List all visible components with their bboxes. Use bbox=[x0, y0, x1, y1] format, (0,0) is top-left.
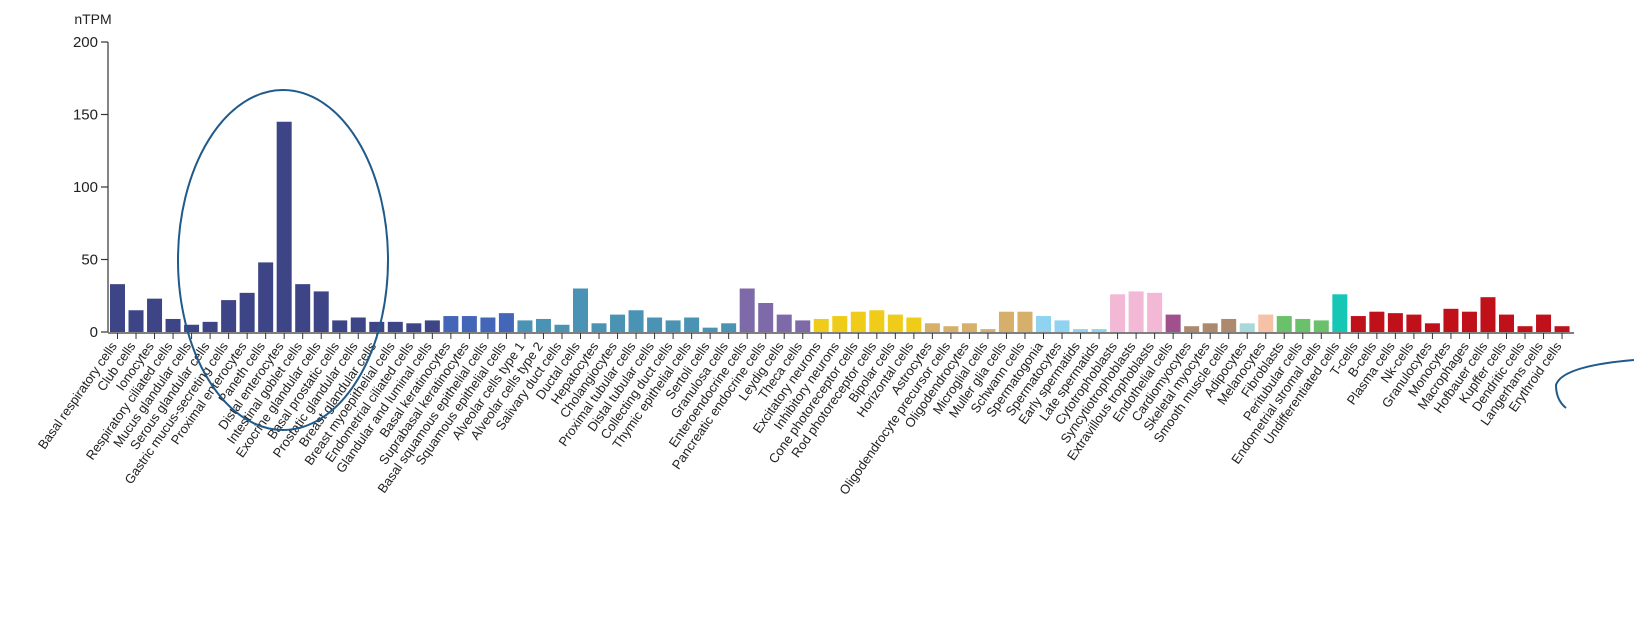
bar[interactable] bbox=[110, 284, 125, 332]
bar[interactable] bbox=[1221, 318, 1237, 332]
bar[interactable] bbox=[332, 320, 348, 332]
bar[interactable] bbox=[258, 262, 274, 332]
bars-group bbox=[110, 121, 1570, 333]
y-tick-label: 100 bbox=[73, 179, 98, 196]
bar[interactable] bbox=[517, 320, 533, 332]
bar[interactable] bbox=[1091, 329, 1107, 332]
highlight-ellipse bbox=[177, 89, 389, 431]
bar[interactable] bbox=[832, 316, 848, 332]
bar[interactable] bbox=[350, 317, 366, 333]
bar[interactable] bbox=[406, 323, 422, 332]
bar[interactable] bbox=[1443, 308, 1459, 332]
bar[interactable] bbox=[665, 320, 681, 332]
bar[interactable] bbox=[1536, 314, 1552, 332]
bar[interactable] bbox=[998, 311, 1014, 332]
bar[interactable] bbox=[702, 327, 718, 332]
bar[interactable] bbox=[1332, 294, 1348, 332]
bar[interactable] bbox=[239, 292, 255, 332]
bar[interactable] bbox=[554, 324, 570, 332]
bar[interactable] bbox=[1073, 329, 1089, 332]
bar[interactable] bbox=[924, 323, 940, 332]
bar[interactable] bbox=[147, 298, 163, 332]
bar[interactable] bbox=[1461, 311, 1477, 332]
bar[interactable] bbox=[1480, 297, 1496, 332]
bar[interactable] bbox=[184, 324, 200, 332]
bar[interactable] bbox=[1258, 314, 1274, 332]
bar[interactable] bbox=[1202, 323, 1218, 332]
bar[interactable] bbox=[1313, 320, 1329, 332]
bar[interactable] bbox=[1517, 326, 1533, 332]
bar[interactable] bbox=[887, 314, 903, 332]
bar[interactable] bbox=[684, 317, 700, 333]
bar[interactable] bbox=[165, 318, 181, 332]
y-tick-label: 0 bbox=[90, 324, 98, 341]
bar[interactable] bbox=[943, 326, 959, 332]
bar[interactable] bbox=[535, 318, 551, 332]
bar[interactable] bbox=[1165, 314, 1181, 332]
bar[interactable] bbox=[739, 288, 755, 333]
y-tick-label: 200 bbox=[73, 34, 98, 51]
bar[interactable] bbox=[128, 310, 144, 332]
bar[interactable] bbox=[1554, 326, 1570, 332]
bar[interactable] bbox=[591, 323, 607, 332]
bar[interactable] bbox=[1387, 313, 1403, 332]
y-axis: 0 50 100 150 200 bbox=[73, 34, 109, 341]
bar[interactable] bbox=[1369, 311, 1385, 332]
bar[interactable] bbox=[1147, 292, 1163, 332]
bar[interactable] bbox=[498, 313, 514, 332]
bar[interactable] bbox=[647, 317, 663, 333]
bar[interactable] bbox=[276, 121, 292, 332]
bar[interactable] bbox=[721, 323, 737, 332]
bar[interactable] bbox=[869, 310, 885, 332]
highlight-ellipse-partial bbox=[1554, 359, 1634, 409]
bar[interactable] bbox=[1499, 314, 1514, 332]
bar[interactable] bbox=[313, 291, 329, 332]
bar[interactable] bbox=[795, 320, 811, 332]
bar[interactable] bbox=[1406, 314, 1422, 332]
bar[interactable] bbox=[221, 300, 237, 332]
bar[interactable] bbox=[573, 288, 588, 333]
bar[interactable] bbox=[1110, 294, 1126, 332]
bar[interactable] bbox=[295, 284, 311, 332]
bar[interactable] bbox=[1295, 318, 1311, 332]
bar[interactable] bbox=[628, 310, 644, 332]
bar[interactable] bbox=[758, 303, 774, 332]
bar[interactable] bbox=[480, 317, 496, 333]
bar[interactable] bbox=[461, 316, 477, 332]
bar[interactable] bbox=[980, 329, 996, 332]
bar[interactable] bbox=[610, 314, 626, 332]
bar[interactable] bbox=[1128, 291, 1144, 332]
bar[interactable] bbox=[443, 316, 459, 332]
bar[interactable] bbox=[850, 311, 866, 332]
bar[interactable] bbox=[387, 321, 403, 332]
bar[interactable] bbox=[1239, 323, 1255, 332]
bar[interactable] bbox=[1184, 326, 1200, 332]
bar[interactable] bbox=[1350, 316, 1366, 332]
bar[interactable] bbox=[424, 320, 440, 332]
bar[interactable] bbox=[202, 321, 218, 332]
bar[interactable] bbox=[1276, 316, 1292, 332]
bar[interactable] bbox=[369, 321, 385, 332]
bar[interactable] bbox=[1017, 311, 1033, 332]
y-tick-label: 150 bbox=[73, 107, 98, 124]
bar[interactable] bbox=[1054, 320, 1070, 332]
bar[interactable] bbox=[961, 323, 977, 332]
bar[interactable] bbox=[776, 314, 792, 332]
bar[interactable] bbox=[1036, 316, 1051, 332]
bar[interactable] bbox=[906, 317, 922, 333]
bar[interactable] bbox=[813, 318, 829, 332]
bar[interactable] bbox=[1424, 323, 1440, 332]
y-axis-unit-label: nTPM bbox=[74, 11, 111, 27]
y-tick-label: 50 bbox=[81, 252, 98, 269]
